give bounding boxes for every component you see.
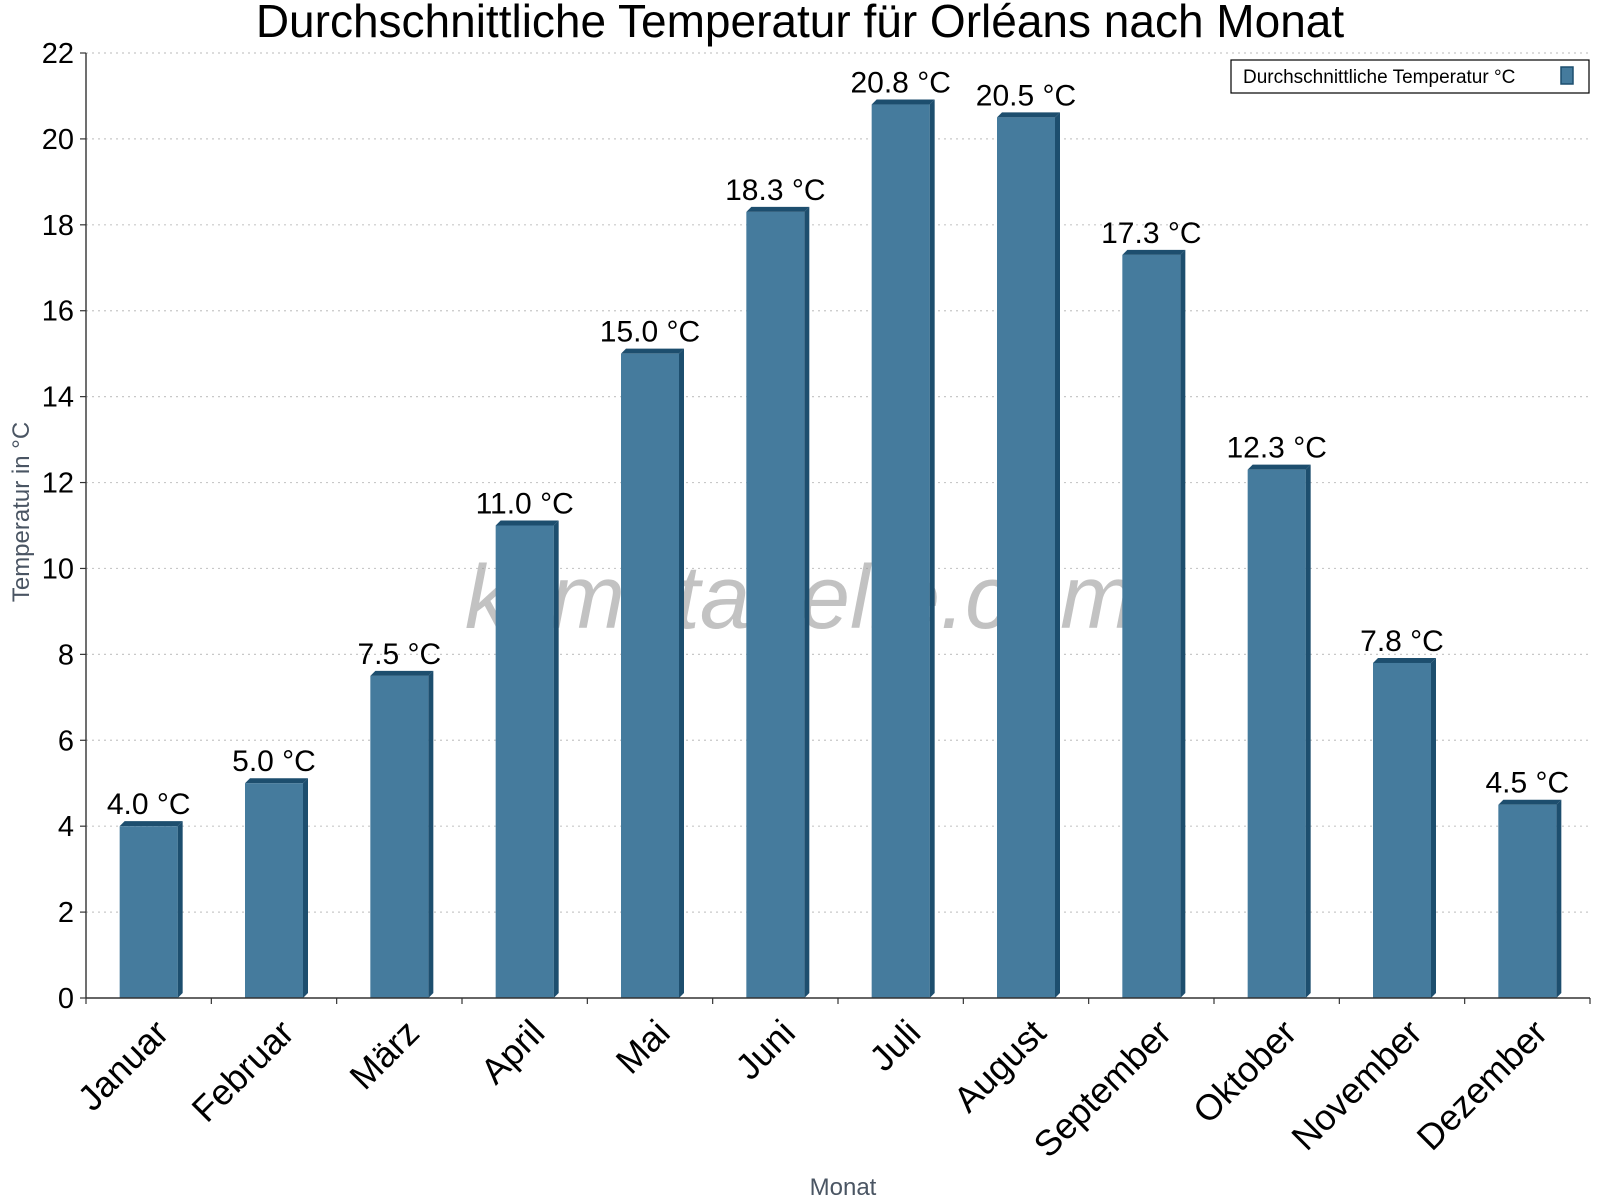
- bar-front: [746, 211, 805, 998]
- bar-front: [370, 675, 429, 998]
- y-tick-label: 18: [42, 210, 74, 242]
- bar-value-label: 4.5 °C: [1485, 767, 1569, 800]
- bar-front: [871, 104, 930, 998]
- bar-side: [553, 520, 559, 998]
- y-tick-label: 14: [42, 382, 74, 414]
- legend-box: [1230, 59, 1590, 94]
- bar-side: [1556, 799, 1562, 998]
- bar-value-label: 7.5 °C: [357, 638, 441, 671]
- chart-title: Durchschnittliche Temperatur für Orléans…: [256, 0, 1345, 47]
- bar-front: [245, 783, 303, 998]
- y-tick-label: 6: [58, 725, 74, 757]
- legend-swatch: [1560, 66, 1574, 85]
- bar-front: [997, 117, 1055, 998]
- y-tick-labels: 0 2 4 6 8 10 12 14 16 18 20 22: [42, 38, 74, 1015]
- bar-side: [1305, 464, 1311, 999]
- x-tick-label: April: [472, 1012, 552, 1092]
- bar-front: [119, 826, 178, 998]
- y-tick-label: 0: [58, 983, 74, 1015]
- bar-value-label: 11.0 °C: [476, 488, 574, 521]
- bar-top: [746, 206, 810, 212]
- bar-side: [679, 348, 684, 998]
- bar-top: [1247, 464, 1311, 470]
- bar-top: [119, 821, 183, 827]
- bar-value-label: 17.3 °C: [1101, 217, 1201, 250]
- bar-front: [1373, 662, 1431, 998]
- bars: [119, 99, 1562, 999]
- bar: [997, 112, 1060, 998]
- axes: [80, 52, 1591, 1004]
- x-tick-label: Februar: [184, 1012, 302, 1130]
- x-tick-label: Juni: [727, 1012, 803, 1088]
- bar: [119, 821, 183, 998]
- x-tick-label: November: [1283, 1012, 1429, 1158]
- bar-front: [495, 525, 554, 998]
- y-tick-label: 20: [42, 124, 74, 156]
- bar-top: [370, 670, 434, 676]
- bar: [1247, 464, 1311, 999]
- bar-value-label: 12.3 °C: [1226, 432, 1326, 465]
- y-tick-label: 10: [42, 553, 74, 585]
- y-tick-label: 2: [58, 897, 74, 929]
- x-tick-label: Januar: [69, 1012, 176, 1119]
- bar-top: [1498, 799, 1562, 805]
- x-tick-label: August: [945, 1012, 1053, 1120]
- bar: [495, 520, 559, 998]
- bar: [871, 99, 935, 998]
- y-tick-label: 12: [42, 468, 74, 500]
- bar-front: [621, 353, 679, 998]
- x-tick-labels: Januar Februar März April Mai Juni Juli AugustS…: [69, 1012, 1555, 1166]
- x-tick-label: September: [1025, 1012, 1179, 1166]
- legend-label: Durchschnittliche Temperatur °C: [1243, 67, 1515, 88]
- bar-value-label: 5.0 °C: [232, 745, 316, 778]
- bar-value-labels: 4.0 °C 5.0 °C 7.5 °C 11.0 °C 15.0 °C 18.3 °C 2…: [107, 67, 1569, 822]
- bar: [1373, 657, 1436, 998]
- bar-side: [1431, 657, 1436, 998]
- bar-side: [1055, 112, 1060, 998]
- bar: [746, 206, 810, 998]
- x-tick-label: Dezember: [1409, 1012, 1555, 1158]
- bar-side: [929, 99, 935, 998]
- x-tick-label: Oktober: [1185, 1012, 1305, 1132]
- x-tick-label: März: [341, 1012, 427, 1098]
- bar-front: [1247, 469, 1306, 999]
- bar-top: [1122, 249, 1186, 255]
- y-tick-label: 16: [42, 296, 74, 328]
- bar-value-label: 18.3 °C: [725, 174, 825, 207]
- bar-side: [303, 778, 308, 998]
- bar-value-label: 15.0 °C: [600, 316, 700, 349]
- bar: [621, 348, 684, 998]
- gridlines: [86, 52, 1590, 913]
- x-tick-label: Mai: [608, 1012, 678, 1082]
- y-tick-label: 8: [58, 639, 74, 671]
- bar-top: [997, 112, 1060, 118]
- bar-side: [177, 821, 183, 998]
- y-axis-title: Temperatur in °C: [8, 422, 35, 602]
- bar-value-label: 7.8 °C: [1360, 625, 1444, 658]
- bar: [370, 670, 434, 998]
- y-tick-label: 4: [58, 811, 74, 843]
- x-tick-label: Juli: [861, 1012, 928, 1079]
- bar-front: [1498, 804, 1557, 998]
- bar-value-label: 4.0 °C: [107, 788, 191, 821]
- bar-value-label: 20.8 °C: [850, 67, 950, 100]
- bar-top: [495, 520, 559, 526]
- bar-value-label: 20.5 °C: [976, 79, 1076, 112]
- bar-side: [428, 670, 434, 998]
- bar-top: [871, 99, 935, 105]
- legend: Durchschnittliche Temperatur °C: [1230, 59, 1590, 94]
- bar: [245, 778, 308, 998]
- bar: [1498, 799, 1562, 998]
- bar-top: [245, 778, 308, 784]
- y-tick-label: 22: [42, 38, 74, 70]
- bar: [1122, 249, 1186, 999]
- bar-front: [1122, 254, 1181, 999]
- x-axis-title: Monat: [810, 1174, 877, 1200]
- bar-top: [621, 348, 684, 354]
- bar-side: [804, 206, 810, 998]
- bar-top: [1373, 657, 1436, 663]
- bar-side: [1180, 249, 1186, 999]
